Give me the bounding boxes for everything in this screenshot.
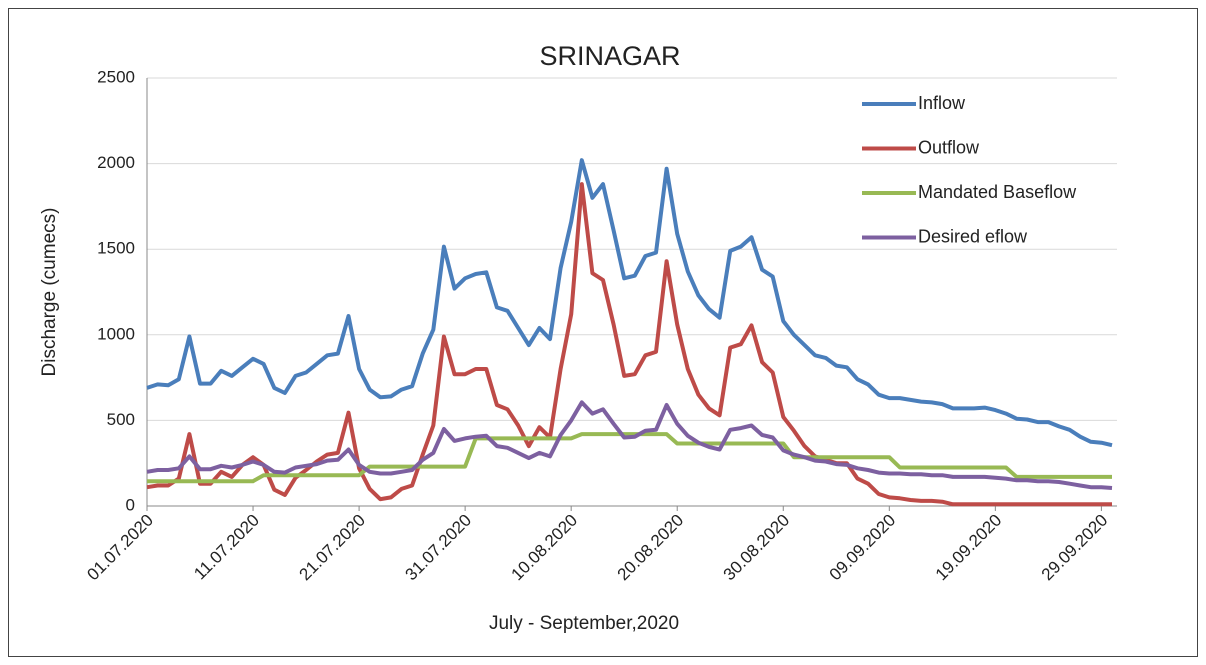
y-tick-label: 1000 [97,324,135,343]
x-tick-label: 11.07.2020 [190,511,263,584]
y-tick-label: 2000 [97,153,135,172]
y-axis-label: Discharge (cumecs) [39,208,60,377]
legend-label: Mandated Baseflow [918,182,1077,202]
y-tick-label: 2500 [97,67,135,86]
series-line [146,158,1113,448]
series-line [147,432,1112,484]
x-tick-label: 30.08.2020 [720,511,794,585]
x-tick-label: 21.07.2020 [295,511,369,585]
chart-border [8,8,1198,657]
y-tick-label: 1500 [97,239,135,258]
x-tick-label: 10.08.2020 [508,511,582,585]
x-tick-label: 19.09.2020 [932,511,1006,585]
legend-label: Inflow [918,93,966,113]
series-line [146,400,1113,490]
x-tick-label: 29.09.2020 [1038,511,1112,585]
chart-title: SRINAGAR [539,41,680,71]
x-axis-label: July - September,2020 [489,613,679,634]
x-tick-label: 01.07.2020 [83,511,157,585]
x-tick-label: 31.07.2020 [402,511,476,585]
legend-label: Outflow [918,137,980,157]
y-tick-label: 0 [126,495,135,514]
series-line [146,182,1112,507]
legend-label: Desired eflow [918,226,1028,246]
y-tick-label: 500 [107,410,135,429]
x-tick-label: 20.08.2020 [614,511,688,585]
x-tick-label: 09.09.2020 [826,511,900,585]
